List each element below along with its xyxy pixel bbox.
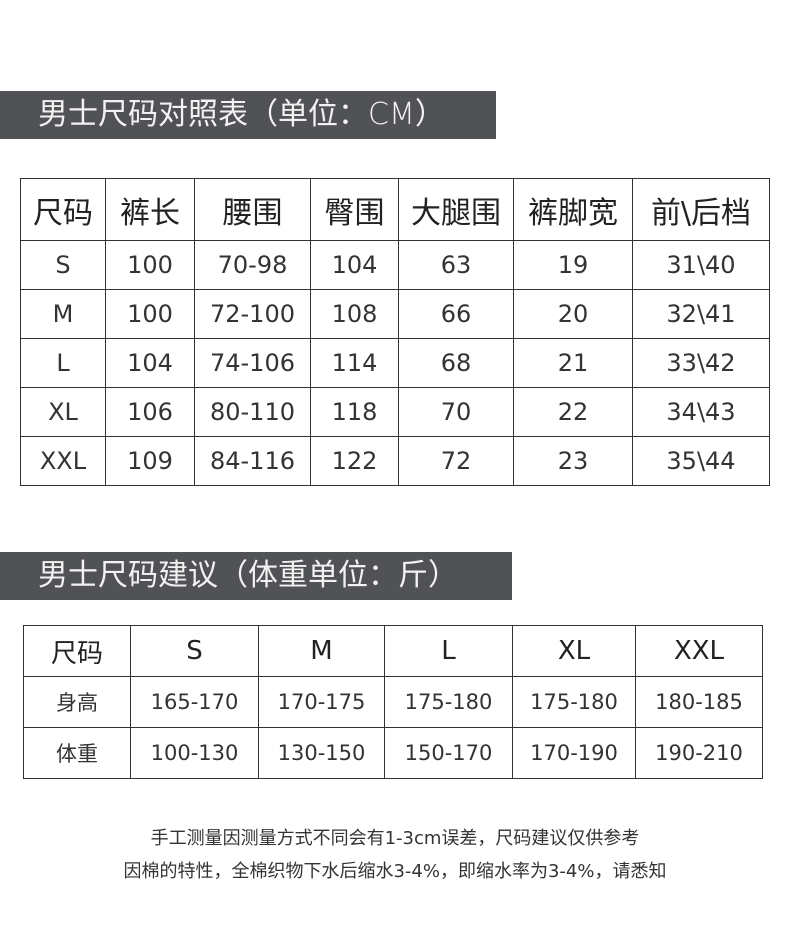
table-cell: 74-106 (194, 338, 311, 388)
table-cell: 170-190 (512, 727, 636, 779)
advice-row: 身高 165-170 170-175 175-180 175-180 180-185 (23, 676, 763, 728)
column-header: 尺码 (20, 178, 106, 241)
table-cell: 20 (513, 289, 633, 339)
column-header: L (384, 625, 513, 677)
size-chart-title: 男士尺码对照表（单位：CM） (0, 91, 496, 139)
table-cell: 32\41 (632, 289, 770, 339)
table-cell: 19 (513, 240, 633, 290)
row-label: L (20, 338, 106, 388)
table-cell: 84-116 (194, 436, 311, 486)
table-cell: 165-170 (130, 676, 259, 728)
column-header: M (258, 625, 385, 677)
table-cell: 170-175 (258, 676, 385, 728)
table-cell: 109 (105, 436, 195, 486)
header-row: 尺码 S M L XL XXL (23, 625, 763, 677)
table-cell: 80-110 (194, 387, 311, 437)
table-cell: 22 (513, 387, 633, 437)
table-cell: 104 (105, 338, 195, 388)
table-cell: 100-130 (130, 727, 259, 779)
table-cell: 70 (398, 387, 514, 437)
table-cell: 31\40 (632, 240, 770, 290)
column-header: 尺码 (23, 625, 131, 677)
table-cell: 118 (310, 387, 399, 437)
measurement-note: 手工测量因测量方式不同会有1-3cm误差，尺码建议仅供参考 (150, 828, 640, 849)
table-cell: 175-180 (512, 676, 636, 728)
column-header: XL (512, 625, 636, 677)
table-cell: 33\42 (632, 338, 770, 388)
table-cell: 72 (398, 436, 514, 486)
column-header: 腰围 (194, 178, 311, 241)
row-label: M (20, 289, 106, 339)
table-cell: 63 (398, 240, 514, 290)
table-cell: 114 (310, 338, 399, 388)
table-cell: 122 (310, 436, 399, 486)
table-cell: 108 (310, 289, 399, 339)
table-cell: 68 (398, 338, 514, 388)
row-label: 身高 (23, 676, 131, 728)
table-cell: 106 (105, 387, 195, 437)
table-cell: 21 (513, 338, 633, 388)
advice-row: 体重 100-130 130-150 150-170 170-190 190-210 (23, 727, 763, 779)
column-header: 臀围 (310, 178, 399, 241)
shrinkage-note: 因棉的特性，全棉织物下水后缩水3-4%，即缩水率为3-4%，请悉知 (123, 861, 667, 882)
column-header: XXL (635, 625, 763, 677)
table-cell: 66 (398, 289, 514, 339)
column-header: 大腿围 (398, 178, 514, 241)
size-chart-table: 尺码 裤长 腰围 臀围 大腿围 裤脚宽 前\后档 S 100 70-98 104 63 19 31\40 M… (20, 178, 770, 486)
column-header: 裤脚宽 (513, 178, 633, 241)
row-label: XL (20, 387, 106, 437)
table-cell: 100 (105, 289, 195, 339)
table-cell: 130-150 (258, 727, 385, 779)
table-cell: 100 (105, 240, 195, 290)
table-cell: 35\44 (632, 436, 770, 486)
table-cell: 34\43 (632, 387, 770, 437)
table-cell: 150-170 (384, 727, 513, 779)
size-row: L 104 74-106 114 68 21 33\42 (20, 338, 770, 388)
column-header: S (130, 625, 259, 677)
size-row: S 100 70-98 104 63 19 31\40 (20, 240, 770, 290)
table-cell: 175-180 (384, 676, 513, 728)
size-advice-title: 男士尺码建议（体重单位：斤） (0, 552, 512, 600)
size-row: M 100 72-100 108 66 20 32\41 (20, 289, 770, 339)
row-label: S (20, 240, 106, 290)
table-cell: 23 (513, 436, 633, 486)
column-header: 前\后档 (632, 178, 770, 241)
column-header: 裤长 (105, 178, 195, 241)
table-cell: 190-210 (635, 727, 763, 779)
table-cell: 180-185 (635, 676, 763, 728)
row-label: XXL (20, 436, 106, 486)
size-advice-table: 尺码 S M L XL XXL 身高 165-170 170-175 175-180 175-180… (23, 625, 763, 779)
header-row: 尺码 裤长 腰围 臀围 大腿围 裤脚宽 前\后档 (20, 178, 770, 241)
size-row: XL 106 80-110 118 70 22 34\43 (20, 387, 770, 437)
size-row: XXL 109 84-116 122 72 23 35\44 (20, 436, 770, 486)
table-cell: 70-98 (194, 240, 311, 290)
table-cell: 72-100 (194, 289, 311, 339)
table-cell: 104 (310, 240, 399, 290)
row-label: 体重 (23, 727, 131, 779)
